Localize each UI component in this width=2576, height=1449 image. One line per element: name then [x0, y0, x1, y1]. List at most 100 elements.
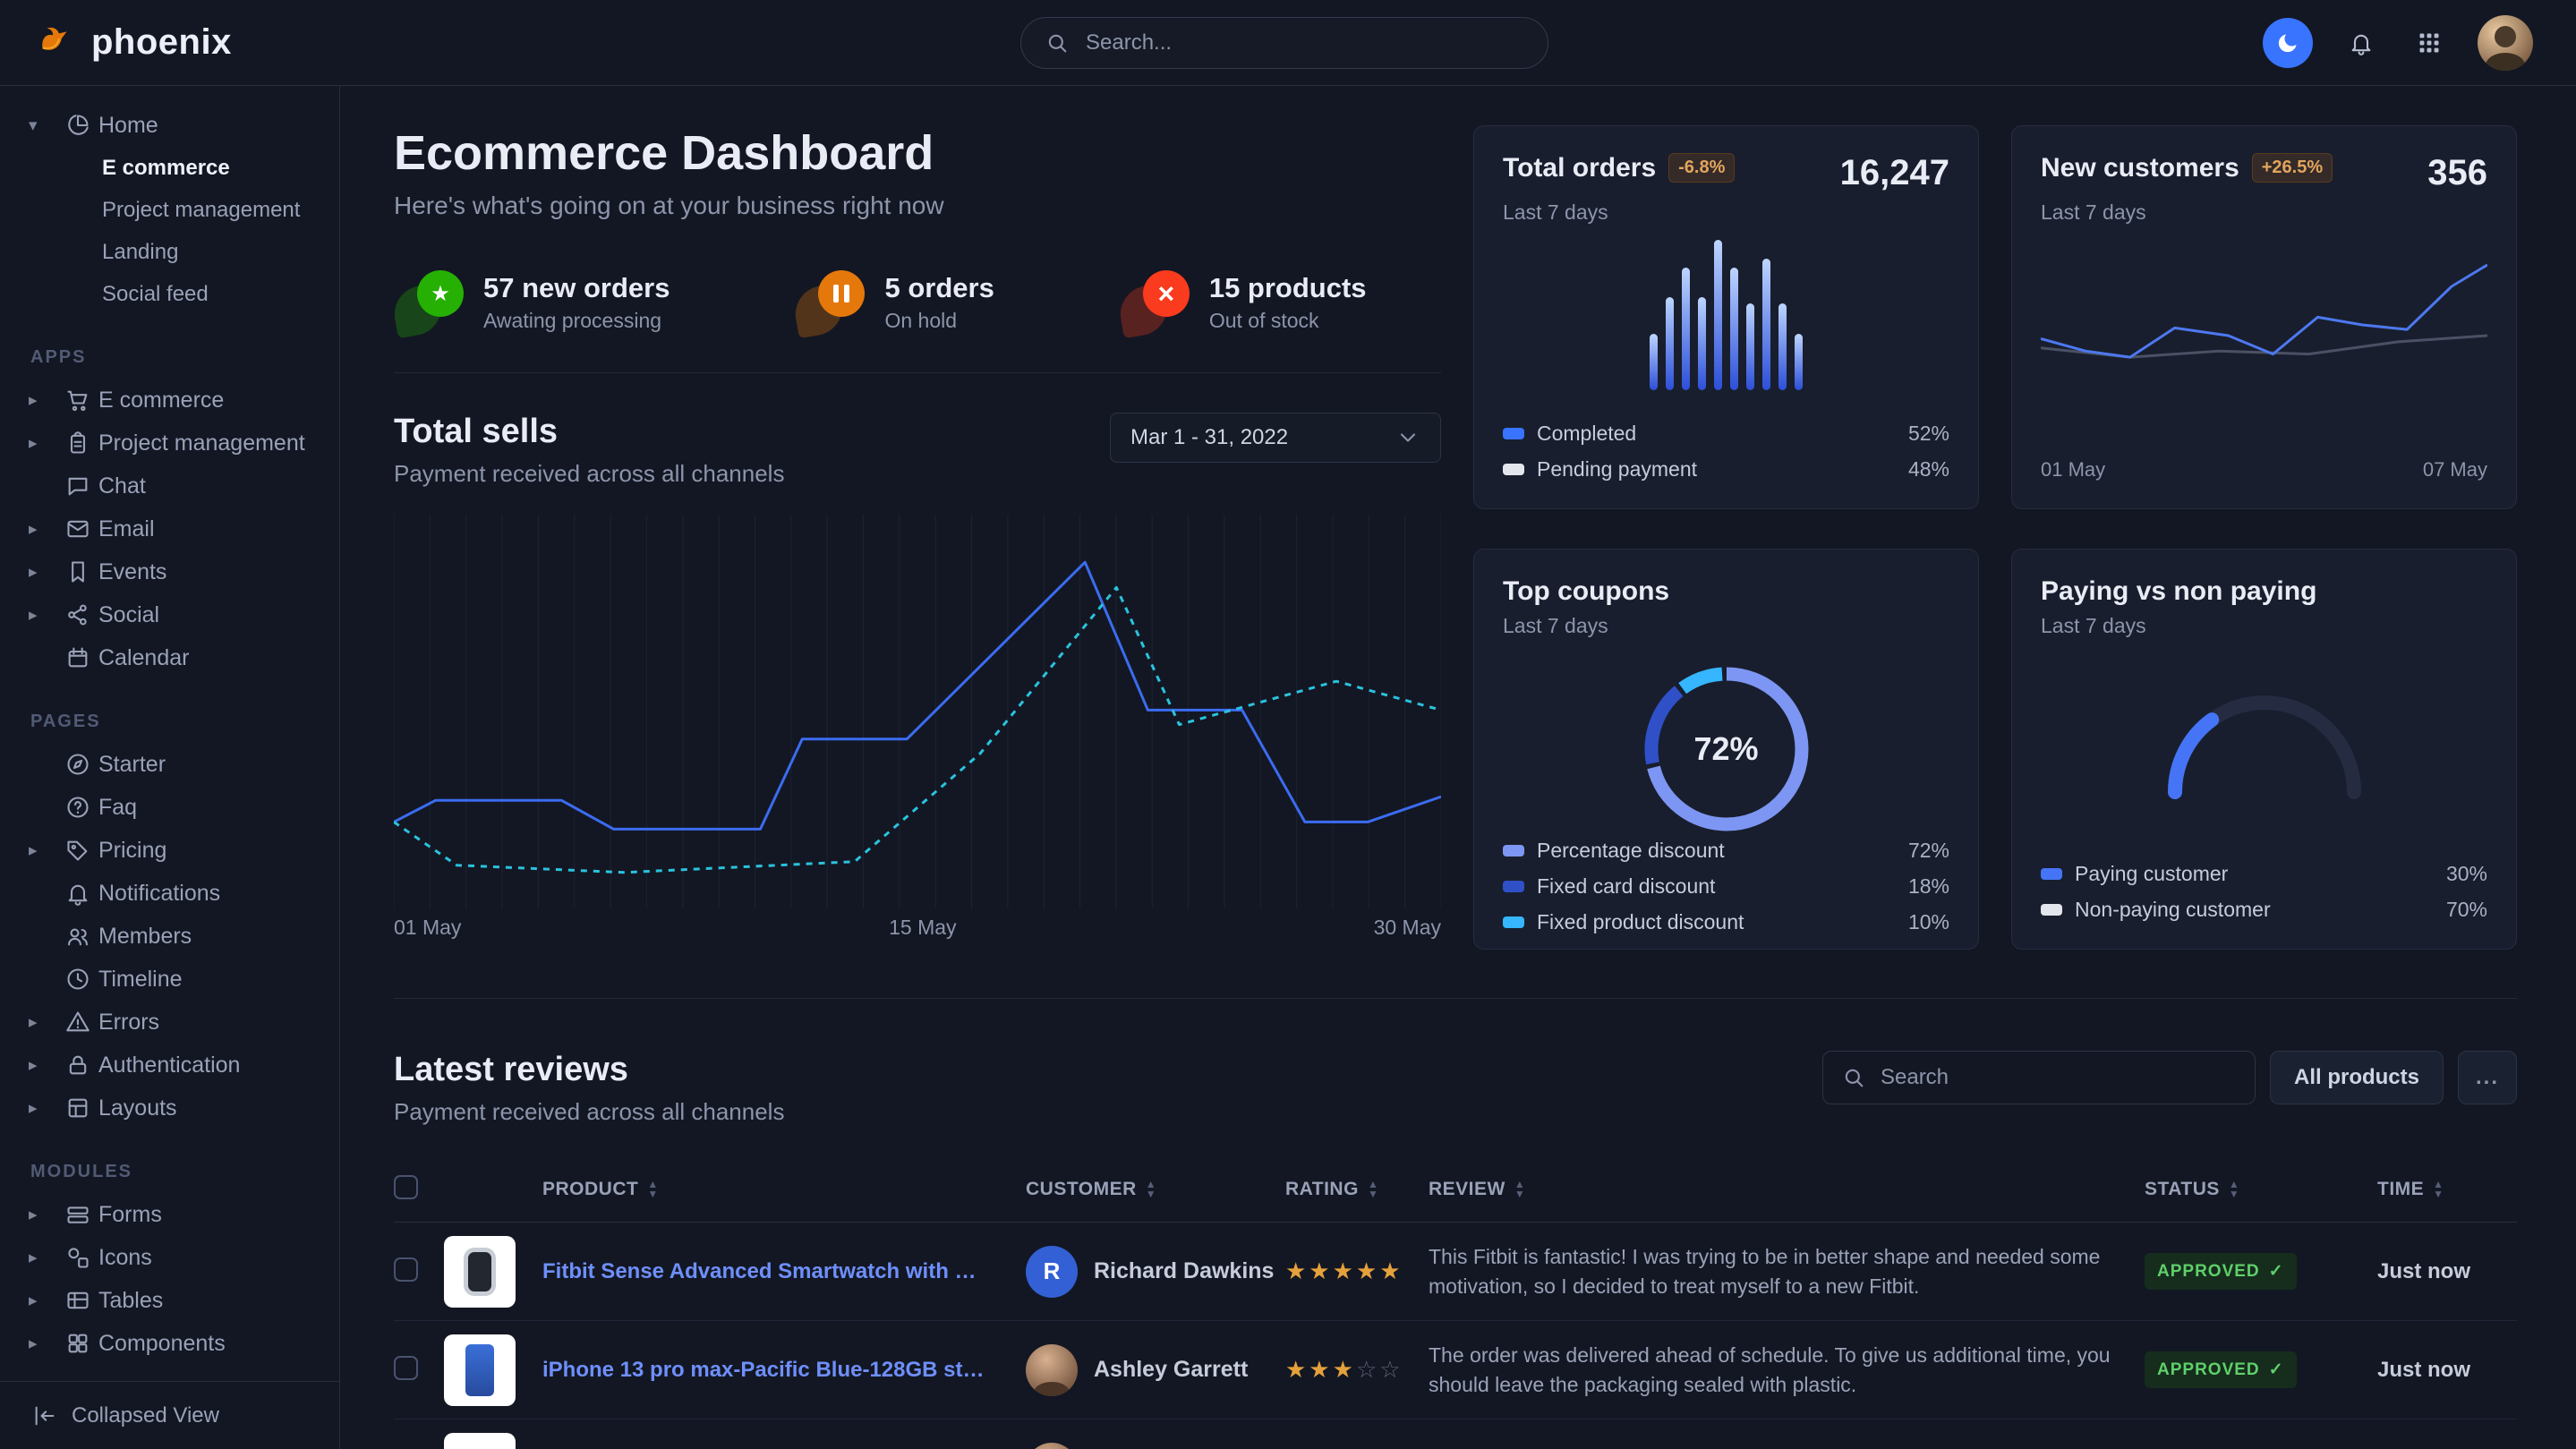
- paying-gauge-chart: [2153, 676, 2376, 810]
- reviews-search[interactable]: [1821, 1051, 2256, 1104]
- latest-reviews-section: Latest reviews Payment received across a…: [394, 998, 2517, 1449]
- compass-icon: [57, 752, 98, 777]
- column-header-time[interactable]: TIME ▲ ▼: [2377, 1177, 2444, 1200]
- sidebar-item-calendar[interactable]: ▸ Calendar: [20, 636, 320, 679]
- product-link[interactable]: Fitbit Sense Advanced Smartwatch with To…: [542, 1258, 1026, 1283]
- column-header-product[interactable]: PRODUCT ▲ ▼: [542, 1177, 659, 1200]
- order-stats: ★ 57 new orders Awating processing: [389, 270, 1441, 373]
- smartwatch-image: [464, 1247, 496, 1296]
- rating-stars: ★★★☆☆: [1285, 1356, 1403, 1383]
- sidebar-item-layouts[interactable]: ▸ Layouts: [29, 1095, 177, 1121]
- stat-new-orders: ★ 57 new orders Awating processing: [389, 270, 670, 339]
- legend-pending-payment: Pending payment 48%: [1503, 457, 1949, 482]
- reviews-search-input[interactable]: [1878, 1064, 2237, 1091]
- brand[interactable]: phoenix: [36, 20, 340, 65]
- top-coupons-card: Top coupons Last 7 days 72% Percentage d…: [1473, 549, 1979, 950]
- sidebar-item-forms[interactable]: ▸ Forms: [29, 1201, 162, 1227]
- caret-right-icon: ▸: [29, 519, 38, 539]
- sidebar-item-ecommerce-app[interactable]: ▸ E commerce: [29, 387, 225, 413]
- sidebar-item-members[interactable]: ▸ Members: [20, 915, 320, 958]
- main-content: Ecommerce Dashboard Here's what's going …: [340, 86, 2576, 1449]
- sidebar-item-errors[interactable]: ▸ Errors: [29, 1009, 160, 1035]
- column-header-status[interactable]: STATUS ▲ ▼: [2145, 1177, 2240, 1200]
- shapes-icon: [57, 1245, 98, 1270]
- caret-right-icon: ▸: [29, 390, 38, 410]
- customer-cell[interactable]: [1026, 1442, 1285, 1449]
- sidebar-item-pricing[interactable]: ▸ Pricing: [29, 837, 167, 863]
- sidebar-item-events[interactable]: ▸ Events: [29, 558, 167, 584]
- cart-icon: [57, 388, 98, 413]
- legend-fixed-product-discount: Fixed product discount 10%: [1503, 910, 1949, 934]
- sidebar-section-apps: APPS: [30, 347, 87, 367]
- caret-right-icon: ▸: [29, 433, 38, 453]
- sidebar-item-tables[interactable]: ▸ Tables: [29, 1287, 164, 1313]
- top-navbar: phoenix: [0, 0, 2576, 86]
- lock-icon: [57, 1053, 98, 1078]
- review-time: Just now: [2377, 1357, 2471, 1382]
- sidebar-item-social-feed[interactable]: Social feed: [102, 281, 209, 306]
- sidebar-item-e-commerce[interactable]: E commerce: [102, 155, 230, 180]
- pie-chart-icon: [57, 113, 98, 138]
- x-icon: ×: [1157, 277, 1175, 310]
- navbar-search[interactable]: [1020, 16, 1548, 69]
- caret-right-icon: ▸: [29, 840, 38, 860]
- sidebar-item-home[interactable]: ▾ Home: [29, 112, 158, 138]
- column-header-review[interactable]: REVIEW ▲ ▼: [1429, 1177, 1526, 1200]
- notifications-button[interactable]: [2341, 23, 2381, 63]
- sidebar-item-faq[interactable]: ▸ Faq: [20, 786, 320, 829]
- clipboard-icon: [57, 430, 98, 456]
- top-coupons-donut-chart: 72%: [1637, 660, 1816, 839]
- paying-vs-non-paying-card: Paying vs non paying Last 7 days Paying …: [2011, 549, 2517, 950]
- review-time: Just now: [2377, 1258, 2471, 1283]
- column-header-customer[interactable]: CUSTOMER ▲ ▼: [1026, 1177, 1157, 1200]
- customer-cell[interactable]: Ashley Garrett: [1026, 1343, 1285, 1396]
- navbar-search-input[interactable]: [1084, 29, 1524, 56]
- caret-right-icon: ▸: [29, 1055, 38, 1075]
- sidebar-item-project-management-app[interactable]: ▸ Project management: [29, 430, 305, 456]
- product-thumbnail[interactable]: [444, 1334, 516, 1406]
- sidebar-item-social[interactable]: ▸ Social: [29, 601, 160, 627]
- new-customers-change-badge: +26.5%: [2251, 153, 2333, 183]
- customer-cell[interactable]: R Richard Dawkins: [1026, 1245, 1285, 1298]
- customer-avatar: [1026, 1442, 1078, 1449]
- sidebar-item-notifications[interactable]: ▸ Notifications: [20, 872, 320, 915]
- select-all-checkbox[interactable]: [394, 1174, 418, 1199]
- dark-mode-toggle[interactable]: [2263, 17, 2313, 68]
- date-range-select[interactable]: Mar 1 - 31, 2022: [1110, 413, 1441, 463]
- total-orders-card: Total orders -6.8% 16,247 Last 7 days Co…: [1473, 125, 1979, 509]
- new-customers-line-chart: [2041, 250, 2487, 420]
- sidebar-item-authentication[interactable]: ▸ Authentication: [29, 1052, 241, 1078]
- sidebar-item-project-management[interactable]: Project management: [102, 197, 301, 222]
- sidebar-item-email[interactable]: ▸ Email: [29, 516, 155, 541]
- row-checkbox[interactable]: [394, 1257, 418, 1282]
- product-thumbnail[interactable]: [444, 1432, 516, 1449]
- row-checkbox[interactable]: [394, 1355, 418, 1380]
- share-icon: [57, 602, 98, 627]
- caret-right-icon: ▸: [29, 1098, 38, 1118]
- sidebar-item-components[interactable]: ▸ Components: [29, 1330, 226, 1356]
- components-icon: [57, 1331, 98, 1356]
- product-link[interactable]: iPhone 13 pro max-Pacific Blue-128GB sto…: [542, 1357, 1021, 1382]
- sidebar-item-icons[interactable]: ▸ Icons: [29, 1244, 152, 1270]
- user-avatar[interactable]: [2478, 14, 2533, 71]
- chevron-down-icon: [1395, 425, 1420, 450]
- new-orders-icon: ★: [389, 270, 465, 339]
- sort-icon: ▲ ▼: [2228, 1177, 2240, 1200]
- new-customers-value: 356: [2427, 153, 2487, 192]
- sidebar-item-chat[interactable]: ▸ Chat: [20, 465, 320, 507]
- table-header-row: PRODUCT ▲ ▼ CUSTOMER ▲ ▼ RATING ▲ ▼ REVIEW ▲ ▼ S…: [394, 1156, 2517, 1223]
- caret-right-icon: ▸: [29, 1205, 38, 1224]
- product-thumbnail[interactable]: [444, 1235, 516, 1308]
- alert-triangle-icon: [57, 1010, 98, 1035]
- all-products-button[interactable]: All products: [2269, 1051, 2444, 1104]
- table-row: Fitbit Sense Advanced Smartwatch with To…: [394, 1223, 2517, 1321]
- more-options-button[interactable]: ...: [2458, 1051, 2517, 1104]
- sidebar-item-starter[interactable]: ▸ Starter: [20, 743, 320, 786]
- collapsed-view-toggle[interactable]: Collapsed View: [0, 1381, 339, 1449]
- sidebar-item-landing[interactable]: Landing: [102, 239, 179, 264]
- sidebar-item-timeline[interactable]: ▸ Timeline: [20, 958, 320, 1001]
- apps-menu-button[interactable]: [2410, 23, 2449, 63]
- column-header-rating[interactable]: RATING ▲ ▼: [1285, 1177, 1379, 1200]
- status-badge: APPROVED ✓: [2145, 1253, 2297, 1290]
